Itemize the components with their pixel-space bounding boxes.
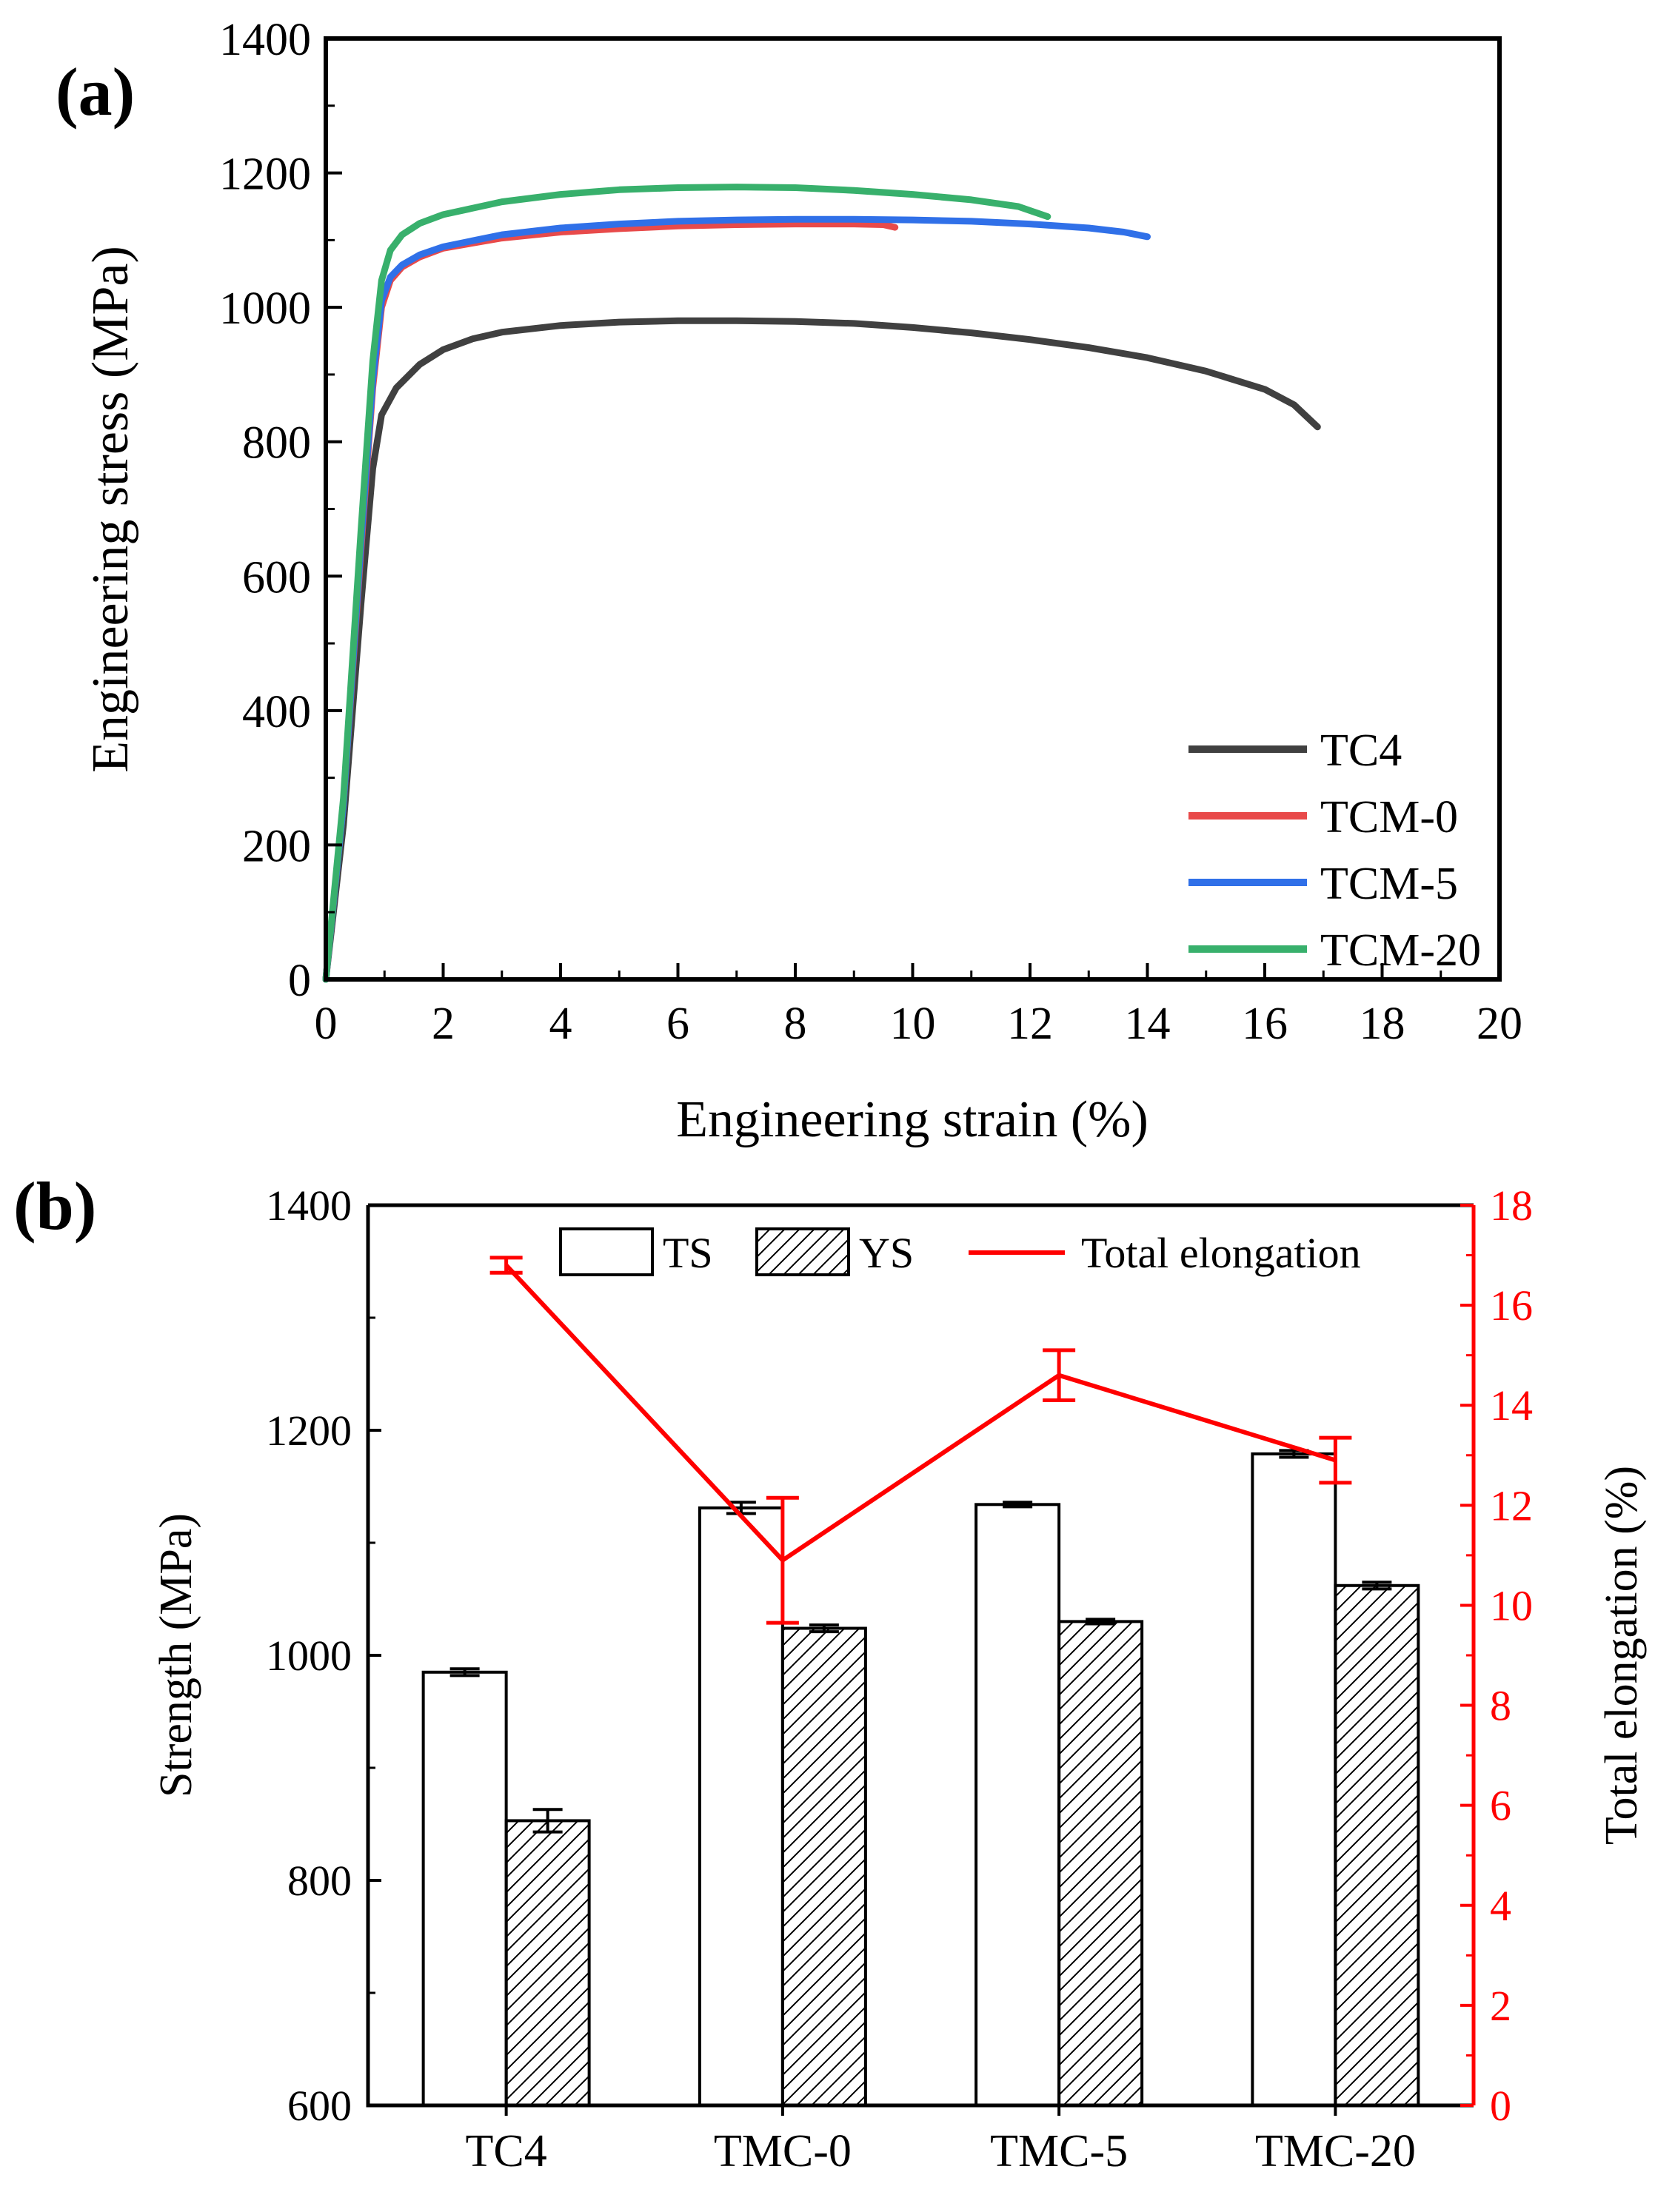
x-tick-label: TMC-20 bbox=[1255, 2126, 1416, 2176]
legend-label-tcm-5: TCM-5 bbox=[1320, 859, 1458, 909]
x-tick-label: 20 bbox=[1477, 999, 1522, 1049]
y2-tick-label: 6 bbox=[1490, 1782, 1511, 1830]
y2-tick-label: 12 bbox=[1490, 1481, 1533, 1529]
y2-tick-label: 2 bbox=[1490, 1982, 1511, 2030]
panel-b-legend: TS YS Total elongation bbox=[559, 1227, 1361, 1277]
series-line-tcm-0 bbox=[322, 221, 899, 983]
y-tick-label: 1000 bbox=[219, 284, 311, 334]
y-tick-label: 800 bbox=[242, 418, 311, 469]
y-tick-label: 1400 bbox=[266, 1182, 352, 1230]
panel-b-bars bbox=[421, 1449, 1420, 2108]
bar-ts bbox=[1251, 1452, 1337, 2108]
x-tick-label: 6 bbox=[666, 999, 689, 1049]
bar-ts bbox=[974, 1503, 1061, 2107]
bar-ys bbox=[1334, 1583, 1420, 2107]
x-tick-label: 12 bbox=[1007, 999, 1053, 1049]
y-tick-label: 200 bbox=[242, 821, 311, 871]
x-tick-label: 0 bbox=[315, 999, 338, 1049]
legend-label-tcm-20: TCM-20 bbox=[1320, 925, 1481, 976]
panel-a-ticks: 0 2 4 6 8 10 12 14 16 18 2002004006008001000120014… bbox=[219, 15, 1522, 1049]
legend-label-ts: TS bbox=[663, 1229, 713, 1277]
y-tick-label: 1400 bbox=[219, 15, 311, 65]
panel-a-legend: TC4 TCM-0 TCM-5 TCM-20 bbox=[1188, 725, 1481, 976]
legend-swatch-ts bbox=[559, 1227, 654, 1276]
x-tick-label: 4 bbox=[549, 999, 572, 1049]
y2-tick-label: 4 bbox=[1490, 1882, 1511, 1930]
bar-ys bbox=[504, 1819, 591, 2107]
y2-tick-label: 10 bbox=[1490, 1581, 1533, 1629]
y-tick-label: 1200 bbox=[266, 1407, 352, 1455]
elongation-line bbox=[504, 1264, 1337, 1563]
bar-ts bbox=[421, 1670, 508, 2108]
panel-a-x-axis-label: Engineering strain (%) bbox=[676, 1091, 1149, 1148]
y2-tick-label: 16 bbox=[1490, 1281, 1533, 1330]
y2-tick-label: 0 bbox=[1490, 2082, 1511, 2130]
legend-label-tc4: TC4 bbox=[1320, 725, 1402, 776]
y2-tick-label: 8 bbox=[1490, 1682, 1511, 1730]
panel-b-elongation-line bbox=[489, 1256, 1352, 1625]
x-tick-label: TC4 bbox=[466, 2126, 547, 2176]
y-tick-label: 600 bbox=[287, 2082, 352, 2130]
x-tick-label: 2 bbox=[432, 999, 455, 1049]
bar-ys bbox=[780, 1626, 867, 2107]
series-line-tcm-20 bbox=[322, 184, 1051, 983]
panel-a-stress-strain-chart: (a) 0 2 4 6 8 10 12 14 16 18 200200400600800100012… bbox=[56, 15, 1522, 1148]
y2-tick-label: 14 bbox=[1490, 1381, 1533, 1430]
y-tick-label: 400 bbox=[242, 687, 311, 737]
panel-b-y2-axis-label: Total elongation (%) bbox=[1597, 1466, 1647, 1845]
legend-label-tcm-0: TCM-0 bbox=[1320, 792, 1458, 842]
panel-b-ticks: 600 800 1000 1200 1400 0 2 4 6 8 10 12 14 16 18 TC4 TMC-… bbox=[266, 1182, 1533, 2176]
x-tick-label: 14 bbox=[1125, 999, 1171, 1049]
panel-a-y-axis-label: Engineering stress (MPa) bbox=[82, 246, 139, 773]
x-tick-label: TMC-0 bbox=[714, 2126, 852, 2176]
legend-label-ys: YS bbox=[859, 1229, 914, 1277]
panel-b-label: (b) bbox=[13, 1168, 96, 1244]
x-tick-label: 16 bbox=[1242, 999, 1288, 1049]
legend-swatch-ys bbox=[755, 1227, 850, 1276]
x-tick-label: 10 bbox=[890, 999, 936, 1049]
panel-a-label: (a) bbox=[56, 54, 135, 130]
panel-b-strength-elongation-chart: (b) 600 800 1000 1200 1400 0 2 4 6 8 10 12 14 16 18 TC4… bbox=[13, 1168, 1647, 2176]
y-tick-label: 600 bbox=[242, 552, 311, 603]
panel-b-y-axis-label: Strength (MPa) bbox=[151, 1513, 201, 1797]
y-tick-label: 0 bbox=[288, 956, 311, 1006]
series-line-tc4 bbox=[322, 317, 1321, 983]
legend-label-elongation: Total elongation bbox=[1081, 1229, 1361, 1277]
panel-a-series-lines bbox=[322, 184, 1321, 983]
x-tick-label: 18 bbox=[1360, 999, 1405, 1049]
x-tick-label: TMC-5 bbox=[990, 2126, 1128, 2176]
x-tick-label: 8 bbox=[784, 999, 807, 1049]
bar-ts bbox=[698, 1506, 784, 2107]
y-tick-label: 1000 bbox=[266, 1632, 352, 1680]
series-line-tcm-5 bbox=[322, 215, 1151, 983]
y-tick-label: 800 bbox=[287, 1857, 352, 1905]
y2-tick-label: 18 bbox=[1490, 1182, 1533, 1230]
bar-ys bbox=[1057, 1620, 1144, 2107]
y-tick-label: 1200 bbox=[219, 150, 311, 200]
